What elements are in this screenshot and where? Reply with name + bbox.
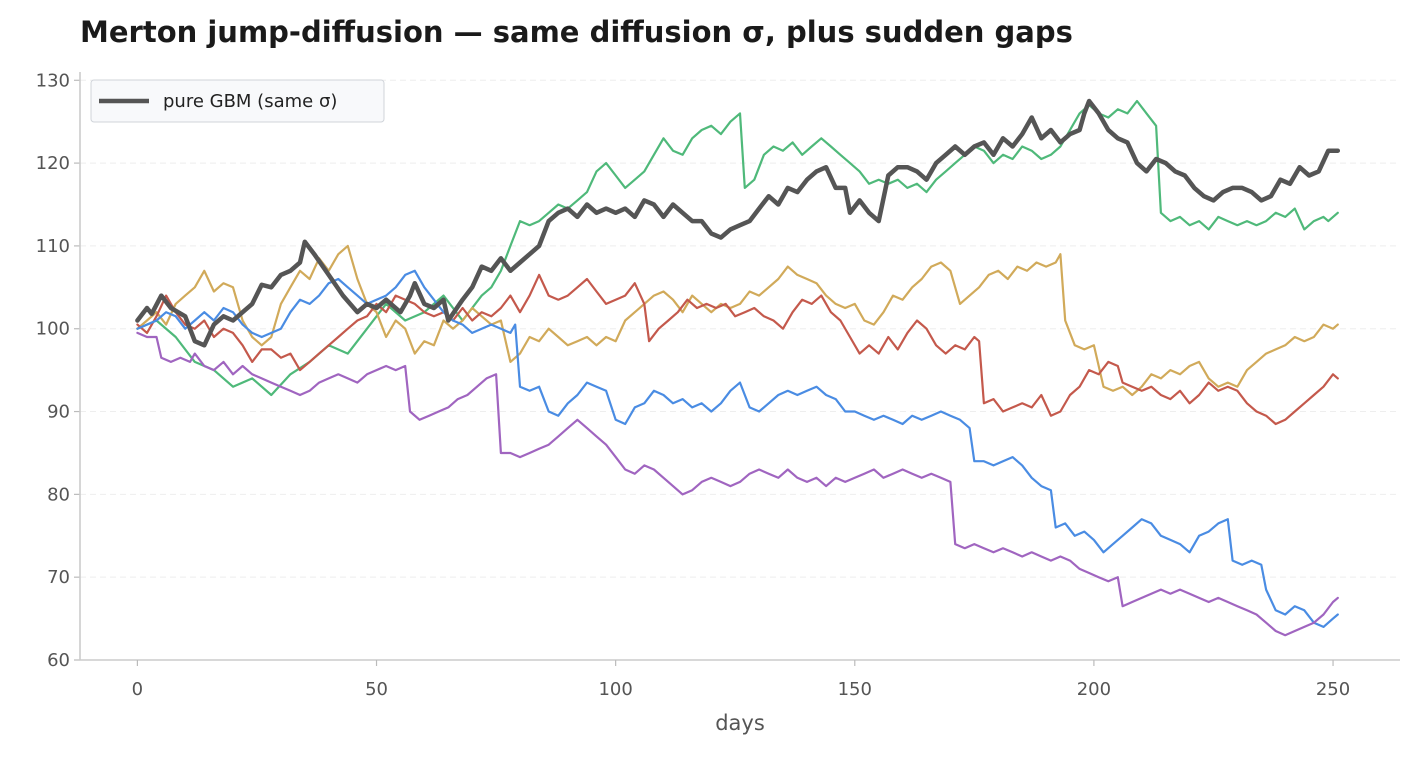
series-line-jump-path-1	[136, 99, 1339, 397]
y-tick-label: 80	[47, 484, 70, 505]
x-tick-label: 200	[1077, 679, 1111, 700]
series-line-jump-path-4	[136, 269, 1339, 628]
chart-title: Merton jump-diffusion — same diffusion σ…	[80, 15, 1073, 49]
y-tick-label: 100	[36, 319, 70, 340]
legend-label-gbm: pure GBM (same σ)	[163, 91, 337, 112]
x-tick-label: 150	[838, 679, 872, 700]
axes-layer: 60 70 80 90 100 110 120 130 0 50 100 150 200 250	[36, 70, 1400, 700]
series-line-jump-path-2	[136, 244, 1339, 397]
y-tick-label: 110	[36, 236, 70, 257]
x-tick-label: 100	[598, 679, 632, 700]
series-line-jump-path-5	[136, 331, 1339, 637]
y-tick-label: 70	[47, 567, 70, 588]
x-tick-label: 250	[1316, 679, 1350, 700]
y-tick-label: 120	[36, 153, 70, 174]
series-line-jump-path-3	[136, 273, 1339, 426]
series-layer	[135, 98, 1341, 637]
x-tick-label: 50	[365, 679, 388, 700]
legend: pure GBM (same σ)	[90, 79, 385, 123]
legend-box	[90, 79, 385, 123]
grid-layer	[80, 79, 1400, 578]
series-line-gbm	[135, 98, 1341, 348]
x-axis-title: days	[715, 711, 765, 735]
y-tick-label: 130	[36, 70, 70, 91]
x-tick-label: 0	[132, 679, 143, 700]
y-tick-label: 90	[47, 402, 70, 423]
y-tick-label: 60	[47, 650, 70, 671]
